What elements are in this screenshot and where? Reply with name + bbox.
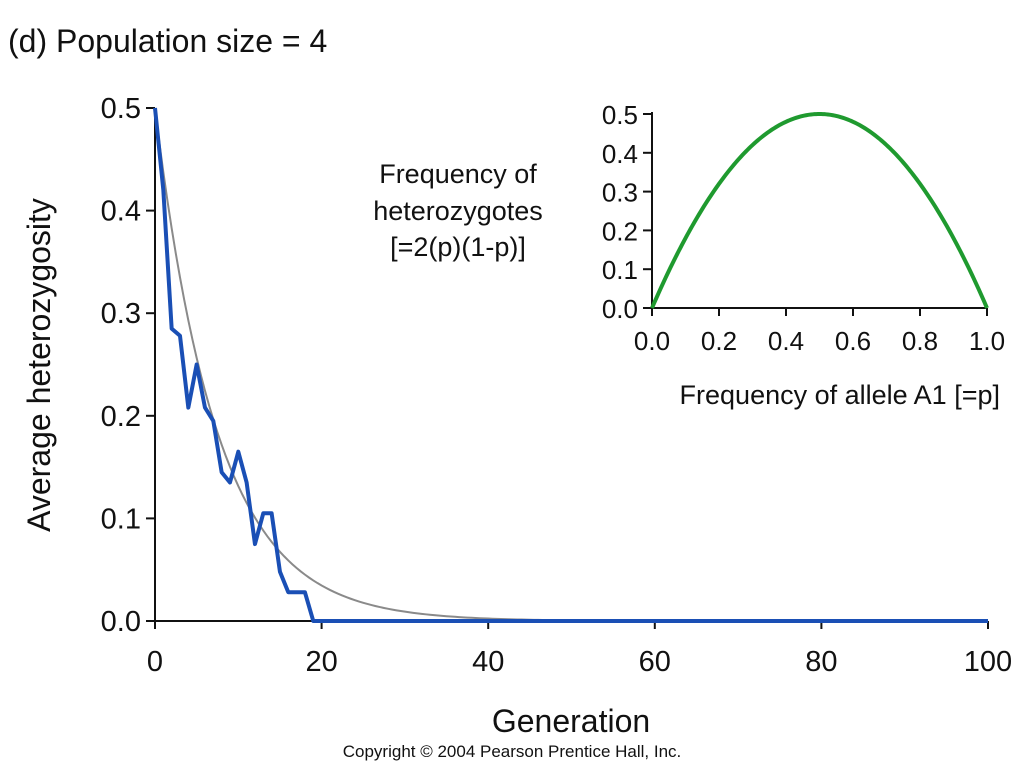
inset-side-label-2: heterozygotes xyxy=(373,196,543,226)
inset-chart: Frequency of heterozygotes [=2(p)(1-p)] … xyxy=(373,100,1005,410)
inset-x-tick-label: 1.0 xyxy=(969,326,1005,356)
main-x-tick-label: 100 xyxy=(964,646,1012,678)
main-x-tick-label: 80 xyxy=(805,646,837,678)
copyright-text: Copyright © 2004 Pearson Prentice Hall, … xyxy=(343,742,682,761)
main-chart: 0.0 0.1 0.2 0.3 0.4 0.5 0 20 40 60 80 100 Generati… xyxy=(21,93,1012,739)
heterozygote-curve xyxy=(650,111,989,309)
main-y-tick-label: 0.0 xyxy=(101,606,141,638)
inset-x-label: Frequency of allele A1 [=p] xyxy=(680,380,1000,410)
main-y-tick-label: 0.3 xyxy=(101,298,141,330)
inset-x-ticks: 0.0 0.2 0.4 0.6 0.8 1.0 xyxy=(634,308,1005,356)
inset-y-tick-label: 0.4 xyxy=(602,139,638,169)
inset-side-label-3: [=2(p)(1-p)] xyxy=(390,232,526,262)
main-y-tick-label: 0.1 xyxy=(101,503,141,535)
expected-curve xyxy=(154,107,988,622)
inset-y-tick-label: 0.1 xyxy=(602,255,638,285)
main-y-label: Average heterozygosity xyxy=(21,198,57,532)
main-y-tick-label: 0.2 xyxy=(101,401,141,433)
inset-y-tick-label: 0.2 xyxy=(602,216,638,246)
chart-title: (d) Population size = 4 xyxy=(8,23,327,59)
inset-x-tick-label: 0.0 xyxy=(634,326,670,356)
inset-side-label-1: Frequency of xyxy=(379,159,537,189)
inset-y-tick-label: 0.3 xyxy=(602,178,638,208)
main-y-ticks: 0.0 0.1 0.2 0.3 0.4 0.5 xyxy=(101,93,155,638)
main-y-tick-label: 0.4 xyxy=(101,196,141,228)
inset-y-ticks: 0.0 0.1 0.2 0.3 0.4 0.5 xyxy=(602,100,652,324)
main-y-tick-label: 0.5 xyxy=(101,93,141,125)
main-x-tick-label: 40 xyxy=(472,646,504,678)
inset-x-tick-label: 0.2 xyxy=(701,326,737,356)
inset-y-tick-label: 0.5 xyxy=(602,100,638,130)
inset-x-tick-label: 0.4 xyxy=(768,326,804,356)
inset-y-tick-label: 0.0 xyxy=(602,294,638,324)
main-x-tick-label: 0 xyxy=(147,646,163,678)
main-x-tick-label: 20 xyxy=(305,646,337,678)
main-x-tick-label: 60 xyxy=(639,646,671,678)
main-x-ticks: 0 20 40 60 80 100 xyxy=(147,621,1012,678)
inset-x-tick-label: 0.8 xyxy=(902,326,938,356)
main-x-label: Generation xyxy=(492,703,650,739)
simulated-line xyxy=(153,107,988,623)
inset-x-tick-label: 0.6 xyxy=(835,326,871,356)
